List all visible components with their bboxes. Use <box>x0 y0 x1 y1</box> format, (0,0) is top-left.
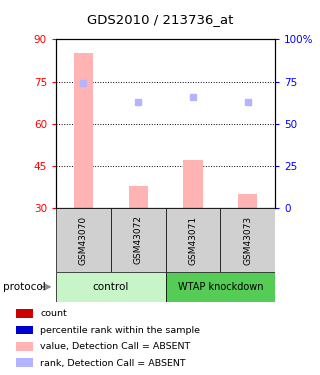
Bar <box>166 272 275 302</box>
Text: rank, Detection Call = ABSENT: rank, Detection Call = ABSENT <box>40 358 186 368</box>
Bar <box>238 194 257 208</box>
Bar <box>166 208 220 272</box>
Text: value, Detection Call = ABSENT: value, Detection Call = ABSENT <box>40 342 191 351</box>
Bar <box>111 208 166 272</box>
Bar <box>16 326 33 334</box>
Bar <box>220 208 275 272</box>
Text: GSM43071: GSM43071 <box>188 215 197 265</box>
Text: percentile rank within the sample: percentile rank within the sample <box>40 326 200 335</box>
Bar <box>56 208 111 272</box>
Text: WTAP knockdown: WTAP knockdown <box>178 282 263 292</box>
Text: GSM43073: GSM43073 <box>243 215 252 265</box>
Text: GDS2010 / 213736_at: GDS2010 / 213736_at <box>87 13 233 26</box>
Bar <box>183 160 203 208</box>
Text: count: count <box>40 309 67 318</box>
Text: GSM43072: GSM43072 <box>134 216 143 264</box>
Text: control: control <box>92 282 129 292</box>
Bar <box>56 272 166 302</box>
Bar <box>129 186 148 208</box>
Text: GSM43070: GSM43070 <box>79 215 88 265</box>
Bar <box>16 342 33 351</box>
Bar <box>16 309 33 318</box>
Text: protocol: protocol <box>3 282 46 292</box>
Bar <box>16 358 33 367</box>
Bar <box>74 54 93 208</box>
